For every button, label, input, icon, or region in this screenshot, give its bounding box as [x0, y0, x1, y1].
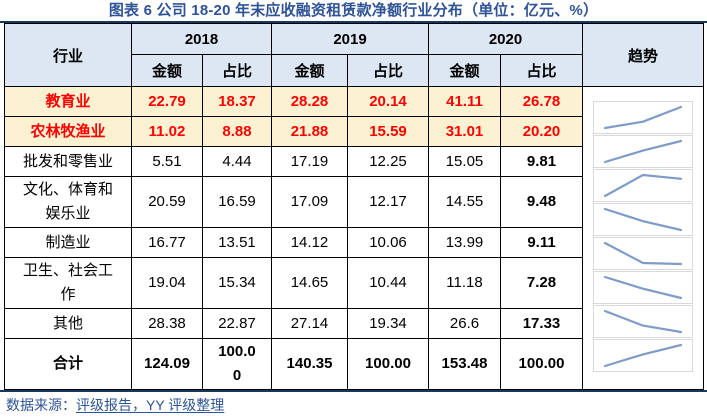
industry-cell: 卫生、社会工作: [4, 257, 132, 309]
value-cell: 11.18: [428, 257, 501, 309]
trend-sparkline: [593, 237, 693, 270]
sparkline-stack: [583, 87, 703, 373]
industry-column-header: 行业: [4, 23, 132, 87]
value-cell: 15.05: [428, 146, 501, 177]
value-cell: 100.00: [347, 338, 429, 390]
year-header-2018: 2018: [131, 23, 272, 55]
value-cell: 12.25: [347, 146, 429, 177]
value-cell: 100.00: [500, 338, 583, 390]
table-row: 其他 28.38 22.87 27.14 19.34 26.6 17.33: [4, 308, 704, 339]
value-cell: 20.14: [347, 86, 429, 117]
value-cell: 14.65: [271, 257, 348, 309]
subheader-amount: 金额: [131, 54, 203, 87]
value-cell: 22.79: [131, 86, 203, 117]
value-cell: 5.51: [131, 146, 203, 177]
industry-distribution-table: 行业 2018 2019 2020 趋势 金额 占比 金额 占比 金额 占比 教…: [4, 23, 704, 390]
top-divider: [0, 21, 707, 23]
table-row: 制造业 16.77 13.51 14.12 10.06 13.99 9.11: [4, 227, 704, 258]
value-cell: 15.59: [347, 116, 429, 147]
data-source: 数据来源：评级报告，YY 评级整理: [6, 396, 707, 414]
value-cell: 26.78: [500, 86, 583, 117]
value-cell: 153.48: [428, 338, 501, 390]
value-cell: 13.51: [202, 227, 272, 258]
value-cell: 17.09: [271, 176, 348, 228]
subheader-share: 占比: [347, 54, 429, 87]
data-source-link[interactable]: 评级报告，YY 评级整理: [76, 397, 225, 413]
subheader-share: 占比: [202, 54, 272, 87]
value-cell: 140.35: [271, 338, 348, 390]
value-cell: 27.14: [271, 308, 348, 339]
value-cell: 28.38: [131, 308, 203, 339]
industry-cell: 制造业: [4, 227, 132, 258]
value-cell: 41.11: [428, 86, 501, 117]
value-cell: 12.17: [347, 176, 429, 228]
table-row: 合计 124.09 100.00 140.35 100.00 153.48 100.00: [4, 338, 704, 390]
value-cell: 18.37: [202, 86, 272, 117]
industry-cell: 文化、体育和娱乐业: [4, 176, 132, 228]
year-header-2020: 2020: [428, 23, 583, 55]
value-cell: 19.34: [347, 308, 429, 339]
subheader-amount: 金额: [271, 54, 348, 87]
trend-sparkline: [593, 203, 693, 236]
value-cell: 9.81: [500, 146, 583, 177]
value-cell: 17.33: [500, 308, 583, 339]
year-header-2019: 2019: [271, 23, 429, 55]
industry-cell: 合计: [4, 338, 132, 390]
industry-cell: 其他: [4, 308, 132, 339]
industry-cell: 批发和零售业: [4, 146, 132, 177]
value-cell: 8.88: [202, 116, 272, 147]
value-cell: 26.6: [428, 308, 501, 339]
value-cell: 16.59: [202, 176, 272, 228]
value-cell: 15.34: [202, 257, 272, 309]
trend-sparkline: [593, 169, 693, 202]
value-cell: 4.44: [202, 146, 272, 177]
value-cell: 10.44: [347, 257, 429, 309]
value-cell: 13.99: [428, 227, 501, 258]
value-cell: 14.55: [428, 176, 501, 228]
value-cell: 100.00: [202, 338, 272, 390]
trend-sparkline: [593, 339, 693, 372]
value-cell: 17.19: [271, 146, 348, 177]
trend-sparkline: [593, 101, 693, 134]
page-title: 图表 6 公司 18-20 年末应收融资租赁款净额行业分布（单位：亿元、%）: [108, 2, 599, 19]
subheader-share: 占比: [500, 54, 583, 87]
trend-column-header: 趋势: [582, 23, 704, 87]
value-cell: 14.12: [271, 227, 348, 258]
trend-sparkline: [593, 135, 693, 168]
industry-cell: 教育业: [4, 86, 132, 117]
bottom-divider: [0, 390, 707, 392]
value-cell: 31.01: [428, 116, 501, 147]
table-row: 卫生、社会工作 19.04 15.34 14.65 10.44 11.18 7.28: [4, 257, 704, 309]
trend-sparkline: [593, 271, 693, 304]
trend-sparkline: [593, 305, 693, 338]
value-cell: 124.09: [131, 338, 203, 390]
subheader-amount: 金额: [428, 54, 501, 87]
trend-sparklines-cell: [582, 86, 704, 390]
value-cell: 16.77: [131, 227, 203, 258]
value-cell: 7.28: [500, 257, 583, 309]
value-cell: 11.02: [131, 116, 203, 147]
value-cell: 9.48: [500, 176, 583, 228]
table-row: 批发和零售业 5.51 4.44 17.19 12.25 15.05 9.81: [4, 146, 704, 177]
value-cell: 22.87: [202, 308, 272, 339]
value-cell: 28.28: [271, 86, 348, 117]
value-cell: 19.04: [131, 257, 203, 309]
value-cell: 20.20: [500, 116, 583, 147]
value-cell: 21.88: [271, 116, 348, 147]
data-source-prefix: 数据来源：: [6, 397, 76, 413]
table-row: 农林牧渔业 11.02 8.88 21.88 15.59 31.01 20.20: [4, 116, 704, 147]
value-cell: 20.59: [131, 176, 203, 228]
value-cell: 9.11: [500, 227, 583, 258]
industry-cell: 农林牧渔业: [4, 116, 132, 147]
value-cell: 10.06: [347, 227, 429, 258]
table-row: 教育业 22.79 18.37 28.28 20.14 41.11 26.78: [4, 86, 704, 390]
